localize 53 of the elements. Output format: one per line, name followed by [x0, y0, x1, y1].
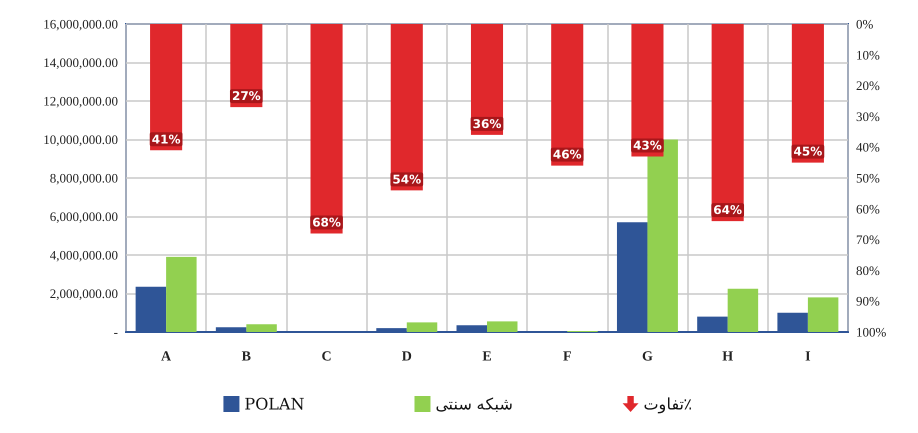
data-label: 27% [232, 89, 261, 104]
x-tick-label: B [242, 350, 252, 364]
y-tick-label: - [114, 324, 118, 340]
y2-tick-label: 30% [856, 108, 880, 124]
bar [808, 297, 838, 332]
y2-tick-label: 70% [856, 232, 880, 248]
y-tick-label: 8,000,000.00 [50, 170, 118, 186]
data-label: 54% [392, 172, 422, 186]
bar [551, 24, 584, 166]
y2-tick-label: 100% [856, 324, 886, 340]
x-tick-label: A [161, 350, 172, 364]
x-tick-label: H [722, 350, 734, 364]
y2-tick-label: 60% [856, 201, 880, 216]
x-tick-label: E [482, 350, 492, 364]
bar [310, 24, 343, 234]
legend-label: شبکه سنتی [435, 394, 513, 414]
bar [390, 24, 423, 190]
bar [470, 24, 504, 135]
bar [792, 24, 824, 163]
y2-tick-label: 20% [856, 78, 880, 94]
y-tick-label: 14,000,000.00 [43, 55, 118, 70]
data-label: 36% [472, 116, 502, 131]
bar [166, 256, 197, 332]
data-label: 46% [552, 148, 582, 162]
y2-tick-label: 10% [856, 47, 880, 62]
y2-tick-label: 40% [856, 140, 880, 155]
y-tick-label: 12,000,000.00 [43, 94, 118, 108]
bar [728, 288, 758, 332]
legend-label: تفاوت٪ [644, 394, 693, 414]
data-label: 45% [794, 144, 822, 159]
y-tick-label: 16,000,000.00 [43, 16, 118, 32]
bar [487, 321, 518, 332]
y-tick-label: 2,000,000.00 [50, 286, 118, 301]
y2-tick-label: 80% [856, 262, 880, 278]
y-tick-label: 10,000,000.00 [43, 132, 118, 147]
data-label: 64% [713, 203, 742, 218]
y2-tick-label: 0% [856, 16, 874, 32]
data-label: 43% [633, 138, 662, 152]
x-tick-label: F [562, 350, 572, 364]
y2-tick-label: 90% [856, 294, 880, 309]
bar [246, 324, 277, 332]
bar [406, 322, 438, 332]
y-tick-label: 6,000,000.00 [50, 209, 118, 224]
x-tick-label: I [805, 350, 811, 364]
y2-tick-label: 50% [856, 170, 880, 186]
data-label: 41% [152, 132, 180, 146]
x-tick-label: D [402, 350, 412, 364]
x-tick-label: C [321, 350, 332, 364]
bar [712, 24, 744, 222]
legend-label: POLAN [244, 394, 304, 414]
data-label: 68% [312, 215, 341, 230]
y-tick-label: 4,000,000.00 [50, 248, 118, 262]
x-tick-label: G [642, 350, 653, 364]
